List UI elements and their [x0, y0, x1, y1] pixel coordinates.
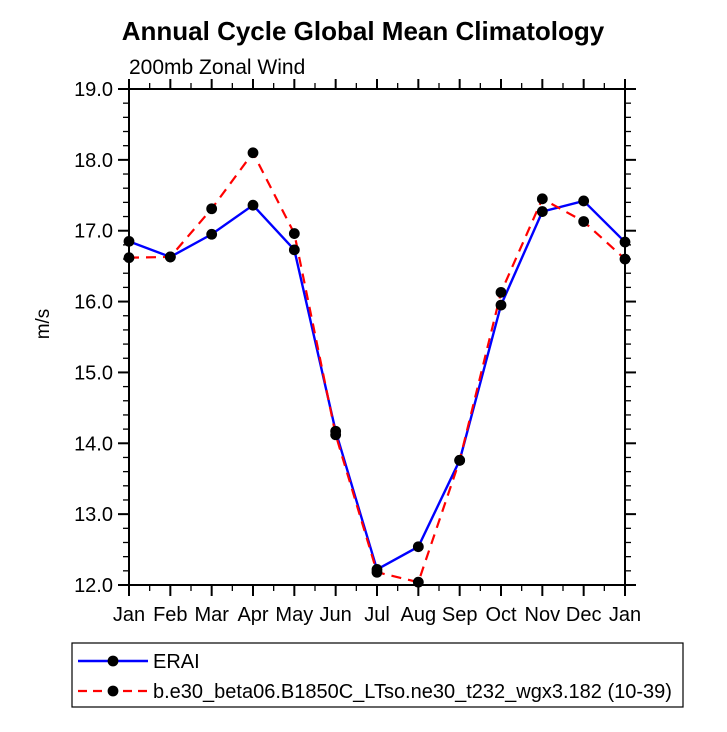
data-point [495, 299, 507, 311]
data-point [206, 228, 218, 240]
x-tick-label: Nov [525, 604, 561, 626]
legend: ERAI b.e30_beta06.B1850C_LTso.ne30_t232_… [71, 642, 684, 708]
axes: Jan Feb Mar Apr May Jun Jul Aug Sep Oct Nov Dec Jan1… [74, 79, 641, 626]
y-tick-label: 16.0 [74, 292, 113, 314]
legend-marker-model [107, 685, 119, 697]
x-tick-label: Oct [485, 604, 517, 626]
y-axis-label: m/s [33, 309, 54, 340]
data-point [578, 195, 590, 207]
y-tick-label: 17.0 [74, 221, 113, 243]
x-tick-label: Dec [566, 604, 602, 626]
data-point [454, 454, 466, 466]
data-point [247, 147, 259, 159]
data-point [288, 244, 300, 256]
x-tick-label: Jul [364, 604, 390, 626]
data-point [578, 216, 590, 227]
y-tick-label: 12.0 [74, 575, 113, 597]
legend-label-erai: ERAI [153, 651, 200, 673]
series-line-1 [128, 150, 626, 584]
data-point [412, 576, 424, 588]
data-point [164, 251, 176, 263]
series-line-0 [128, 199, 626, 572]
legend-marker-erai [107, 655, 119, 667]
data-point [288, 228, 300, 239]
data-point [330, 429, 342, 441]
plot-frame [128, 88, 626, 586]
x-tick-label: Jan [609, 604, 641, 626]
data-point [495, 286, 507, 298]
x-tick-label: Sep [442, 604, 478, 626]
x-tick-label: Feb [153, 604, 187, 626]
data-point [536, 206, 548, 217]
chart-subtitle: 200mb Zonal Wind [129, 56, 305, 79]
series-lines [128, 150, 626, 584]
data-point [123, 252, 135, 264]
data-point [619, 236, 631, 248]
legend-box [71, 642, 684, 708]
y-tick-label: 13.0 [74, 504, 113, 526]
data-point [619, 253, 631, 265]
x-tick-label: Apr [237, 604, 268, 626]
y-tick-label: 15.0 [74, 362, 113, 384]
data-point [371, 566, 383, 578]
legend-label-model: b.e30_beta06.B1850C_LTso.ne30_t232_wgx3.… [153, 681, 672, 703]
x-tick-label: Mar [194, 604, 229, 626]
series-markers [123, 147, 631, 588]
chart-title: Annual Cycle Global Mean Climatology [122, 16, 605, 46]
x-tick-label: Jan [113, 604, 145, 626]
x-tick-label: Jun [320, 604, 352, 626]
x-tick-label: Aug [401, 604, 437, 626]
data-point [247, 199, 259, 211]
data-point [412, 541, 424, 553]
data-point [536, 193, 548, 205]
data-point [206, 203, 218, 215]
data-point [123, 235, 135, 247]
y-tick-label: 14.0 [74, 433, 113, 455]
x-tick-label: May [275, 604, 313, 626]
y-tick-label: 18.0 [74, 150, 113, 172]
y-tick-label: 19.0 [74, 79, 113, 101]
